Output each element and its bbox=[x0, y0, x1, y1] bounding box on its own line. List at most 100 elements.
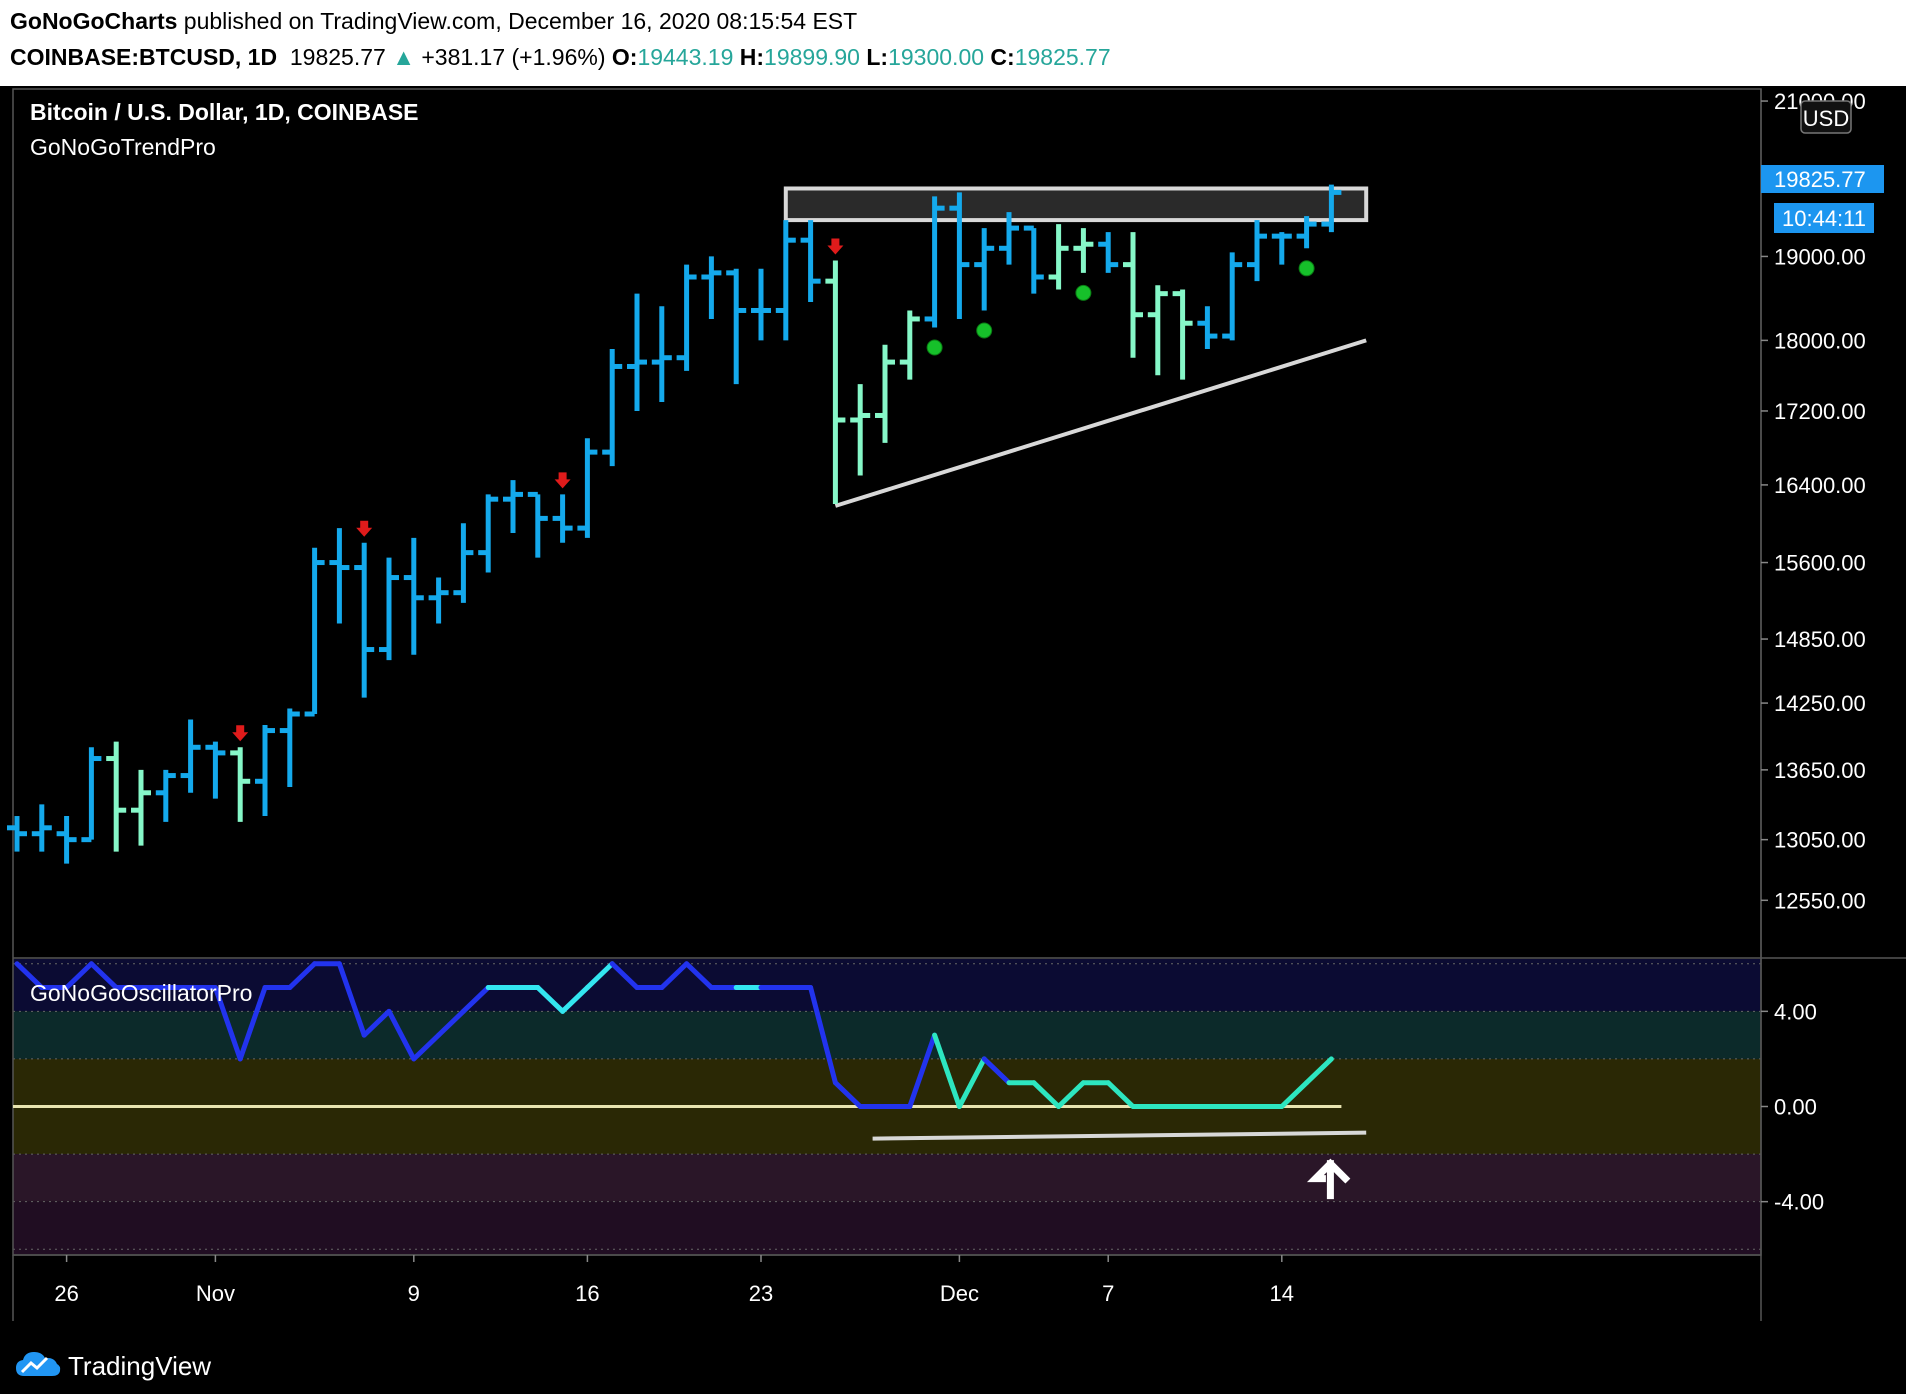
chart-area[interactable]: 12550.00 13050.00 13650.00 14250.00 14850.00… bbox=[0, 86, 1906, 1338]
close-value: 19825.77 bbox=[1014, 44, 1111, 70]
ohlc-bar bbox=[1048, 224, 1069, 290]
close-label: C: bbox=[990, 44, 1015, 70]
oscillator-segment bbox=[981, 1056, 1012, 1086]
price-tick-label: 15600.00 bbox=[1774, 551, 1866, 576]
countdown-label: 10:44:11 bbox=[1782, 206, 1866, 231]
oscillator-segment bbox=[1105, 1080, 1136, 1109]
ohlc-bars bbox=[7, 184, 1342, 864]
ohlc-bar bbox=[106, 741, 127, 852]
trend-continuation-dot bbox=[976, 322, 993, 339]
ohlc-bar bbox=[825, 260, 846, 504]
oscillator-axis[interactable]: 4.00 0.00 -4.00 bbox=[1761, 999, 1824, 1215]
publisher-name[interactable]: GoNoGoCharts bbox=[10, 8, 178, 34]
ohlc-bar bbox=[949, 192, 970, 319]
oscillator-band bbox=[13, 959, 1761, 964]
countertrend-arrow-icon bbox=[232, 725, 249, 742]
oscillator-name: GoNoGoOscillatorPro bbox=[30, 980, 252, 1006]
ohlc-bar bbox=[329, 528, 350, 624]
ohlc-bar bbox=[1023, 225, 1044, 294]
oscillator-segment bbox=[14, 961, 45, 991]
oscillator-segment bbox=[535, 985, 566, 1014]
oscillator-band bbox=[13, 1201, 1761, 1254]
ohlc-bar bbox=[1123, 232, 1143, 358]
oscillator-segment bbox=[88, 961, 119, 991]
ohlc-legend: COINBASE:BTCUSD, 1D 19825.77 ▲ +381.17 (… bbox=[10, 44, 1111, 71]
ohlc-bar bbox=[974, 228, 995, 311]
high-label: H: bbox=[739, 44, 765, 70]
ohlc-bar bbox=[899, 310, 920, 380]
ohlc-bar bbox=[527, 491, 548, 558]
chart-title: Bitcoin / U.S. Dollar, 1D, COINBASE bbox=[30, 99, 419, 125]
oscillator-support-line bbox=[872, 1130, 1367, 1141]
footer-brand[interactable]: TradingView bbox=[68, 1351, 212, 1381]
high-value: 19899.90 bbox=[764, 44, 860, 70]
oscillator-segment bbox=[609, 961, 640, 991]
oscillator-segment bbox=[1056, 1080, 1086, 1109]
ohlc-bar bbox=[7, 816, 27, 852]
oscillator-segment bbox=[436, 1008, 466, 1038]
last-price-tag: 19825.77 bbox=[1761, 165, 1884, 193]
ohlc-bar bbox=[552, 494, 573, 543]
oscillator-segment bbox=[336, 961, 367, 1038]
oscillator-segment bbox=[584, 961, 615, 991]
ohlc-bar bbox=[1271, 232, 1292, 265]
ohlc-bar bbox=[1098, 232, 1119, 273]
ohlc-bar bbox=[379, 557, 399, 661]
oscillator-segment bbox=[287, 961, 318, 991]
open-label: O: bbox=[611, 44, 638, 70]
resistance-zone bbox=[783, 186, 1369, 223]
price-tick-label: 13650.00 bbox=[1774, 758, 1866, 783]
ohlc-bar bbox=[31, 804, 52, 852]
ohlc-bar bbox=[180, 719, 201, 793]
chart-header: GoNoGoCharts published on TradingView.co… bbox=[0, 0, 1906, 86]
oscillator-segment bbox=[460, 985, 491, 1014]
oscillator-segment bbox=[361, 1008, 392, 1038]
oscillator-tick-label: 0.00 bbox=[1774, 1095, 1817, 1120]
last-price: 19825.77 bbox=[289, 44, 386, 70]
countertrend-arrow-icon bbox=[827, 238, 844, 255]
trend-continuation-dot bbox=[926, 339, 943, 356]
time-tick-label: 7 bbox=[1102, 1281, 1114, 1306]
oscillator-segment bbox=[659, 961, 690, 991]
ohlc-bar bbox=[577, 438, 598, 538]
price-change: +381.17 (+1.96%) bbox=[421, 44, 606, 70]
time-tick-label: 26 bbox=[54, 1281, 78, 1306]
ohlc-bar bbox=[701, 256, 722, 319]
publish-info: GoNoGoCharts published on TradingView.co… bbox=[10, 8, 857, 35]
price-tick-label: 18000.00 bbox=[1774, 328, 1866, 353]
change-up-icon: ▲ bbox=[392, 44, 415, 70]
ohlc-bar bbox=[155, 769, 176, 822]
oscillator-segment bbox=[684, 961, 714, 991]
oscillator-segment bbox=[1031, 1080, 1062, 1109]
ohlc-bar bbox=[205, 741, 226, 799]
oscillator-segment bbox=[932, 1032, 962, 1109]
time-tick-label: 9 bbox=[408, 1281, 420, 1306]
price-axis[interactable]: 12550.00 13050.00 13650.00 14250.00 14850.00… bbox=[1761, 89, 1866, 913]
indicator-name: GoNoGoTrendPro bbox=[30, 134, 216, 160]
ohlc-bar bbox=[1247, 220, 1267, 282]
time-tick-label: 23 bbox=[749, 1281, 773, 1306]
countdown-tag: 10:44:11 bbox=[1774, 203, 1874, 233]
oscillator-segment bbox=[237, 985, 268, 1062]
trend-continuation-dot bbox=[1075, 284, 1092, 301]
tradingview-cloud-icon[interactable] bbox=[14, 1348, 62, 1382]
signal-markers bbox=[232, 238, 1315, 742]
ohlc-bar bbox=[602, 349, 623, 467]
ohlc-bar bbox=[131, 769, 151, 846]
oscillator-segment bbox=[560, 985, 590, 1014]
ohlc-bar bbox=[428, 577, 449, 624]
currency-badge[interactable]: USD bbox=[1800, 100, 1852, 134]
oscillator-segment bbox=[832, 1080, 863, 1109]
low-label: L: bbox=[866, 44, 889, 70]
price-tick-label: 14850.00 bbox=[1774, 627, 1866, 652]
ohlc-bar bbox=[403, 537, 424, 655]
time-axis[interactable]: 26 Nov 9 16 23 Dec 7 14 bbox=[54, 1255, 1294, 1306]
symbol-label[interactable]: COINBASE:BTCUSD, 1D bbox=[10, 44, 278, 70]
ohlc-bar bbox=[875, 344, 895, 443]
oscillator-segment bbox=[64, 961, 94, 991]
footer: TradingView bbox=[0, 1338, 1906, 1394]
ohlc-bar bbox=[651, 306, 672, 402]
time-tick-label: 14 bbox=[1270, 1281, 1294, 1306]
ohlc-bar bbox=[1073, 228, 1094, 273]
ohlc-bar bbox=[1321, 184, 1342, 233]
